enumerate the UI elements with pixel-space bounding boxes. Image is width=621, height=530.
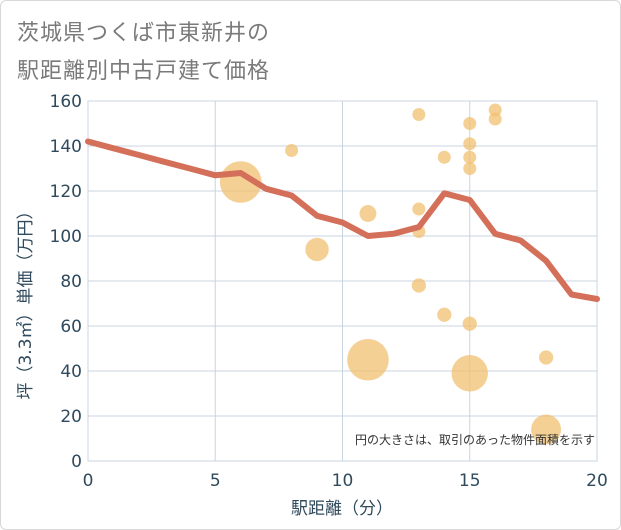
y-tick-label: 0 xyxy=(71,452,82,472)
x-tick-label: 0 xyxy=(83,471,94,491)
bubble-point xyxy=(437,150,451,164)
bubble-point xyxy=(463,162,477,175)
x-tick-label: 20 xyxy=(586,471,608,491)
x-tick-label: 5 xyxy=(210,471,221,491)
y-tick-label: 160 xyxy=(50,92,82,112)
y-axis-label: 坪（3.3㎡）単価（万円） xyxy=(16,202,36,399)
bubble-point xyxy=(488,103,502,117)
bubble-point xyxy=(538,350,554,365)
x-tick-label: 10 xyxy=(332,471,354,491)
y-tick-label: 100 xyxy=(50,227,82,247)
x-tick-label: 15 xyxy=(459,471,481,491)
bubble-point xyxy=(411,278,426,293)
y-tick-label: 60 xyxy=(60,317,82,337)
bubble-point xyxy=(359,205,377,222)
bubble-point xyxy=(531,414,562,445)
bubble-point xyxy=(463,137,477,151)
bubble-point xyxy=(437,307,452,322)
chart-title-line2: 駅距離別中古戸建て価格 xyxy=(17,59,271,84)
y-tick-label: 80 xyxy=(60,272,82,292)
bubble-point xyxy=(347,338,389,381)
y-tick-label: 20 xyxy=(60,407,82,427)
bubble-point xyxy=(462,316,477,331)
bubble-point xyxy=(285,144,299,157)
average-price-line xyxy=(85,138,600,302)
y-tick-label: 120 xyxy=(50,182,82,202)
bubble-point xyxy=(463,117,477,130)
bubble-point xyxy=(412,108,426,121)
y-tick-label: 140 xyxy=(50,137,82,157)
bubble-size-note: 円の大きさは、取引のあった物件面積を示す xyxy=(355,432,595,447)
y-tick-labels: 0 20 40 60 80 100 120 140 160 xyxy=(50,92,82,472)
grid-lines xyxy=(87,100,598,462)
bubble-point xyxy=(463,150,477,164)
bubble-point xyxy=(305,237,329,262)
x-tick-labels: 0 5 10 15 20 xyxy=(83,471,608,491)
x-axis-label: 駅距離（分） xyxy=(291,499,393,519)
bubble-point xyxy=(412,202,426,216)
chart-title-line1: 茨城県つくば市東新井の xyxy=(17,21,271,46)
y-tick-label: 40 xyxy=(60,362,82,382)
bubble-point xyxy=(488,112,502,126)
bubble-point xyxy=(451,355,488,392)
